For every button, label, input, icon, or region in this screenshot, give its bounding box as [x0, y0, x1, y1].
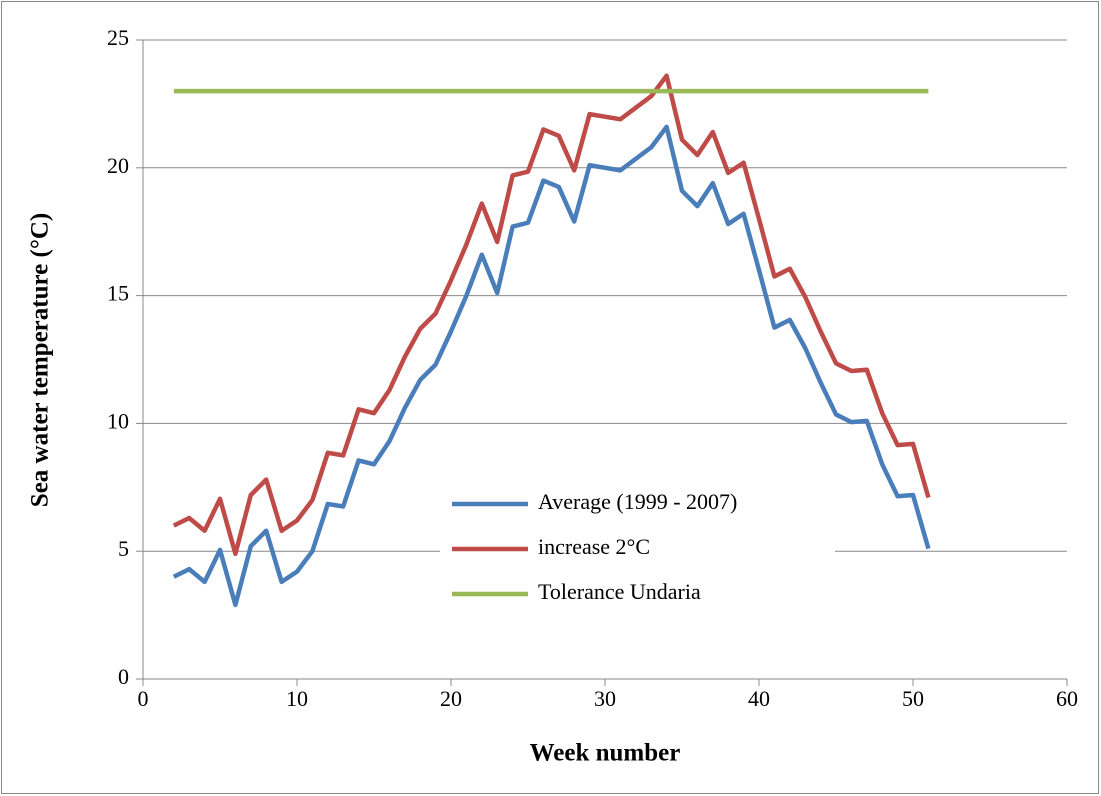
data-line	[172, 73, 931, 557]
x-axis-label: Week number	[530, 740, 681, 767]
x-tick-label: 10	[286, 686, 308, 711]
y-tick-label: 20	[107, 153, 129, 178]
legend-label: Average (1999 - 2007)	[538, 489, 737, 514]
x-tick-label: 50	[902, 686, 924, 711]
y-tick-label: 15	[107, 281, 129, 306]
x-tick-label: 30	[594, 686, 616, 711]
data-line	[172, 124, 931, 608]
x-tick-label: 0	[138, 686, 149, 711]
y-tick-label: 10	[107, 408, 129, 433]
y-tick-label: 25	[107, 25, 129, 50]
y-tick-label: 5	[118, 536, 129, 561]
x-tick-label: 40	[748, 686, 770, 711]
legend-label: increase 2°C	[538, 534, 650, 559]
legend-label: Tolerance Undaria	[538, 579, 701, 604]
x-tick-label: 60	[1056, 686, 1078, 711]
y-axis-label: Sea water temperature (°C)	[27, 213, 54, 507]
y-tick-label: 0	[118, 664, 129, 689]
x-tick-label: 20	[440, 686, 462, 711]
